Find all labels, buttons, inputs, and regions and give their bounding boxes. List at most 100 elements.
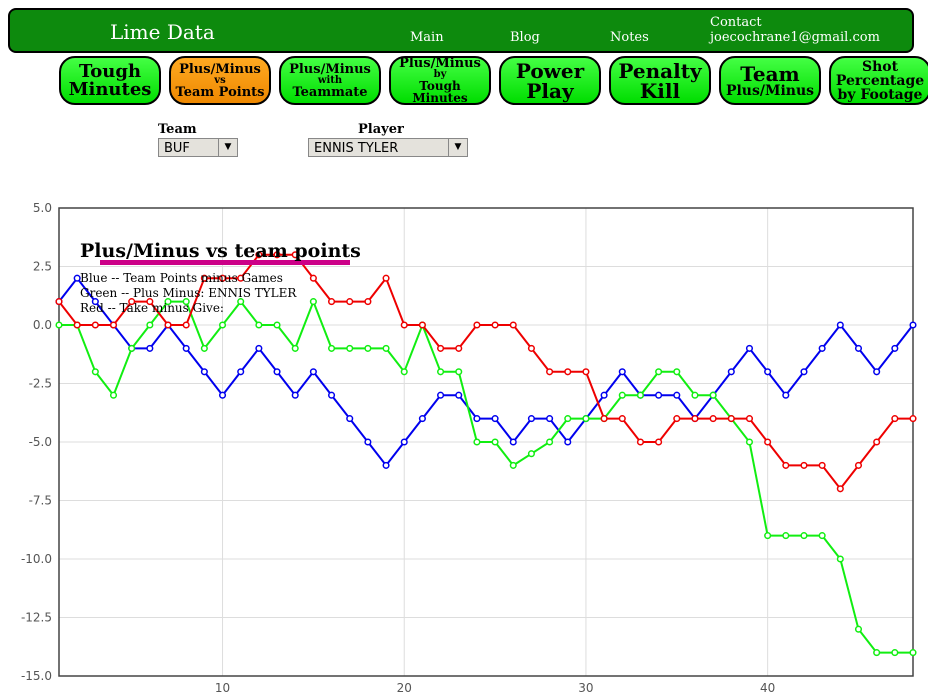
point xyxy=(255,251,263,259)
x-tick-label: 40 xyxy=(760,681,775,695)
y-tick-label: 5.0 xyxy=(33,201,52,215)
point xyxy=(546,368,554,376)
point xyxy=(836,555,844,563)
point xyxy=(255,321,263,329)
point xyxy=(836,321,844,329)
point xyxy=(237,368,245,376)
point xyxy=(491,438,499,446)
point xyxy=(418,321,426,329)
nav-button-text: Plus/Minus xyxy=(179,61,261,77)
point xyxy=(91,298,99,306)
x-tick-label: 20 xyxy=(397,681,412,695)
point xyxy=(909,321,917,329)
point xyxy=(400,321,408,329)
chart-note: Blue -- Team Points minus Games xyxy=(80,271,283,285)
nav-button[interactable]: Plus/Minus with Teammate xyxy=(279,56,381,105)
point xyxy=(491,321,499,329)
point xyxy=(273,368,281,376)
point xyxy=(909,415,917,423)
y-tick-label: -10.0 xyxy=(21,552,52,566)
series-line xyxy=(59,298,913,654)
point xyxy=(618,391,626,399)
nav-button-text: Power xyxy=(515,58,585,83)
point xyxy=(346,415,354,423)
chart-note: Red -- Take minus Give: xyxy=(80,301,224,315)
team-select[interactable]: BUF ▼ xyxy=(158,138,238,157)
nav-button-text: with xyxy=(317,74,343,86)
point xyxy=(891,649,899,657)
point xyxy=(218,391,227,399)
point xyxy=(564,368,572,376)
nav-button[interactable]: Tough Minutes xyxy=(59,56,161,105)
point xyxy=(909,649,917,657)
point xyxy=(836,485,844,493)
point xyxy=(200,274,208,282)
nav-button-text: by Footage xyxy=(837,86,923,103)
point xyxy=(455,368,463,376)
point xyxy=(109,391,118,399)
point xyxy=(237,298,245,306)
point xyxy=(655,438,663,446)
chart: 5.0 2.5 0.0 -2.5 -5.0 -7.5 -10.0 -12.5 -15.0 10 20… xyxy=(21,201,917,695)
y-tick-label: -15.0 xyxy=(21,669,52,683)
point xyxy=(673,368,681,376)
point xyxy=(745,415,754,423)
point xyxy=(218,321,227,329)
point xyxy=(854,461,863,469)
point xyxy=(564,438,572,446)
point xyxy=(382,344,390,352)
point xyxy=(764,368,772,376)
point xyxy=(800,532,808,540)
nav-link[interactable]: Notes xyxy=(610,30,649,45)
nav-button-text: Team Points xyxy=(175,84,265,100)
point xyxy=(55,298,63,306)
nav-link[interactable]: Blog xyxy=(510,30,540,45)
email[interactable]: joecochrane1@gmail.com xyxy=(710,30,880,45)
team-value: BUF xyxy=(164,141,190,156)
x-tick-label: 10 xyxy=(215,681,230,695)
x-tick-label: 30 xyxy=(578,681,593,695)
point xyxy=(600,391,608,399)
point xyxy=(200,344,208,352)
nav-button[interactable]: Penalty Kill xyxy=(609,56,711,105)
point xyxy=(891,344,899,352)
point xyxy=(418,415,426,423)
point xyxy=(509,321,517,329)
nav-button-text: Play xyxy=(526,78,574,103)
point xyxy=(854,344,863,352)
nav-button-text: Teammate xyxy=(292,84,368,100)
point xyxy=(564,415,572,423)
point xyxy=(709,415,717,423)
point xyxy=(182,321,190,329)
point xyxy=(437,344,445,352)
y-tick-label: -12.5 xyxy=(21,611,52,625)
point xyxy=(128,344,136,352)
nav-button[interactable]: Plus/Minus by Tough Minutes xyxy=(389,56,491,105)
point xyxy=(509,438,517,446)
player-select[interactable]: ENNIS TYLER ▼ xyxy=(308,138,468,157)
nav-button[interactable]: Power Play xyxy=(499,56,601,105)
nav-button-text: Plus/Minus xyxy=(289,61,371,77)
nav-button-text: vs xyxy=(214,74,226,86)
point xyxy=(582,368,590,376)
point xyxy=(691,415,699,423)
brand[interactable]: Lime Data xyxy=(110,20,215,44)
point xyxy=(255,344,263,352)
nav-button[interactable]: Team Plus/Minus xyxy=(719,56,821,105)
point xyxy=(328,344,336,352)
point xyxy=(873,649,881,657)
point xyxy=(818,344,826,352)
point xyxy=(309,368,317,376)
y-tick-label: -5.0 xyxy=(29,435,52,449)
title-underline xyxy=(100,260,350,265)
point xyxy=(655,391,663,399)
nav-button[interactable]: Shot Percentage by Footage xyxy=(829,56,928,105)
point xyxy=(546,415,554,423)
point xyxy=(873,368,881,376)
point xyxy=(618,368,626,376)
nav-link[interactable]: Main xyxy=(410,30,444,45)
chart-note: Green -- Plus Minus: ENNIS TYLER xyxy=(80,286,297,300)
point xyxy=(91,321,99,329)
nav-button[interactable]: Plus/Minus vs Team Points xyxy=(169,56,271,105)
